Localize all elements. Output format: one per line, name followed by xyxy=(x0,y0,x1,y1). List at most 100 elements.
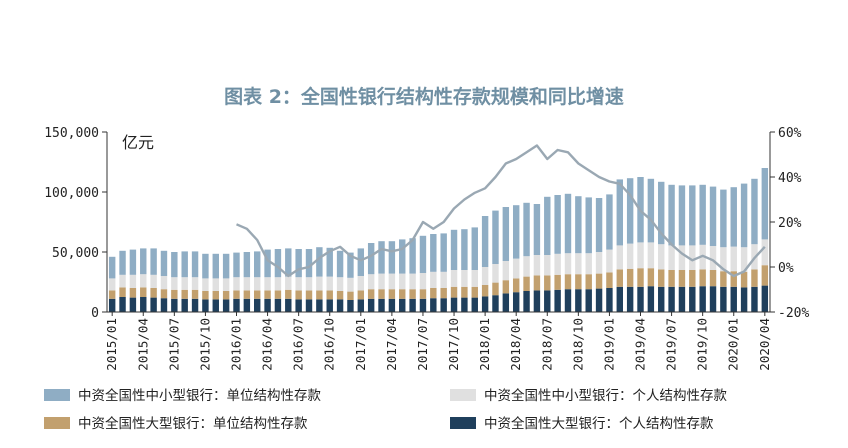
bar-segment-series-0 xyxy=(129,297,137,312)
bar-segment-series-2 xyxy=(305,277,313,291)
bar-segment-series-1 xyxy=(140,287,147,297)
bar-segment-series-3 xyxy=(533,204,541,255)
x-tick-label: 2017/07 xyxy=(415,318,430,371)
bar-segment-series-1 xyxy=(637,268,644,287)
bar-segment-series-3 xyxy=(730,187,737,247)
bar-segment-series-2 xyxy=(409,273,416,290)
bar-segment-series-2 xyxy=(233,277,240,291)
bar-segment-series-2 xyxy=(367,274,375,290)
bar-segment-series-3 xyxy=(440,233,447,272)
bar-segment-series-1 xyxy=(409,289,416,299)
x-tick-label: 2018/07 xyxy=(539,318,554,371)
bar-segment-series-2 xyxy=(171,277,178,290)
bar-segment-series-0 xyxy=(409,298,416,312)
bar-segment-series-3 xyxy=(595,198,603,252)
bar-segment-series-3 xyxy=(647,178,655,243)
bar-segment-series-1 xyxy=(564,274,572,290)
bar-segment-series-3 xyxy=(212,253,219,279)
bar-segment-series-1 xyxy=(419,289,427,299)
bar-segment-series-1 xyxy=(658,269,665,287)
bar-segment-series-2 xyxy=(523,256,530,277)
bar-segment-series-3 xyxy=(171,252,178,278)
bar-segment-series-0 xyxy=(533,290,541,312)
x-tick-label: 2020/04 xyxy=(757,318,772,371)
bar-segment-series-1 xyxy=(119,287,126,297)
bar-segment-series-3 xyxy=(751,178,758,245)
bar-segment-series-2 xyxy=(606,249,613,273)
bar-segment-series-1 xyxy=(129,288,137,298)
bar-segment-series-0 xyxy=(720,286,727,312)
bar-segment-series-1 xyxy=(461,286,468,298)
y2-tick-label: 40% xyxy=(778,171,802,186)
bar-segment-series-2 xyxy=(222,278,230,291)
legend-swatch xyxy=(44,417,70,429)
bar-segment-series-0 xyxy=(461,297,468,312)
x-tick-label: 2016/10 xyxy=(322,318,337,371)
bar-segment-series-0 xyxy=(761,285,769,312)
bar-segment-series-1 xyxy=(233,290,240,299)
x-tick-label: 2019/10 xyxy=(695,318,710,371)
bar-segment-series-3 xyxy=(554,195,561,254)
bar-segment-series-3 xyxy=(502,207,510,261)
bar-segment-series-3 xyxy=(233,252,240,278)
bar-segment-series-3 xyxy=(699,184,706,245)
bar-segment-series-1 xyxy=(512,278,520,293)
bar-segment-series-3 xyxy=(347,252,354,278)
bar-segment-series-2 xyxy=(502,261,510,281)
bar-segment-series-2 xyxy=(730,246,737,272)
bar-segment-series-3 xyxy=(419,235,427,273)
bar-segment-series-1 xyxy=(492,282,499,296)
bar-segment-series-3 xyxy=(430,234,437,272)
bar-segment-series-0 xyxy=(140,297,147,312)
bar-segment-series-2 xyxy=(326,276,333,291)
bar-segment-series-1 xyxy=(647,268,655,287)
bar-segment-series-0 xyxy=(202,299,209,312)
bar-segment-series-1 xyxy=(305,290,313,300)
bar-segment-series-1 xyxy=(626,268,634,287)
y2-tick-label: 60% xyxy=(778,126,802,141)
y-tick-label: 100,000 xyxy=(44,186,99,201)
bar-segment-series-3 xyxy=(264,249,271,278)
bar-segment-series-2 xyxy=(378,273,385,290)
bar-segment-series-0 xyxy=(295,299,302,312)
bar-segment-series-0 xyxy=(637,286,644,312)
bar-segment-series-1 xyxy=(720,271,727,287)
bar-segment-series-1 xyxy=(378,289,385,299)
bar-segment-series-0 xyxy=(678,286,686,312)
bar-segment-series-1 xyxy=(595,273,603,289)
bar-segment-series-2 xyxy=(678,245,686,270)
bar-segment-series-1 xyxy=(316,290,323,300)
bar-segment-series-2 xyxy=(492,264,499,283)
bar-segment-series-1 xyxy=(450,286,458,298)
bar-segment-series-3 xyxy=(450,229,458,270)
bar-segment-series-0 xyxy=(616,286,624,312)
bar-segment-series-0 xyxy=(730,286,737,312)
bar-segment-series-2 xyxy=(647,242,655,269)
bar-segment-series-1 xyxy=(502,280,510,294)
x-tick-label: 2016/04 xyxy=(260,318,275,371)
bar-segment-series-0 xyxy=(378,298,385,312)
bar-segment-series-0 xyxy=(740,287,748,312)
bar-segment-series-2 xyxy=(108,278,116,291)
bar-segment-series-2 xyxy=(740,247,748,272)
bar-segment-series-0 xyxy=(222,299,230,312)
line-layer xyxy=(236,144,766,278)
bar-segment-series-1 xyxy=(357,290,365,300)
bar-segment-series-0 xyxy=(264,298,271,312)
bar-segment-series-0 xyxy=(544,290,551,312)
x-tick-label: 2018/04 xyxy=(508,318,523,371)
bar-segment-series-0 xyxy=(212,299,219,312)
bar-segment-series-0 xyxy=(430,298,437,312)
bar-segment-series-1 xyxy=(709,270,717,287)
x-tick-label: 2015/10 xyxy=(197,318,212,371)
chart-title: 图表 2：全国性银行结构性存款规模和同比增速 xyxy=(224,85,624,108)
legend-label: 中资全国性中小型银行：个人结构性存款 xyxy=(484,387,727,404)
bar-segment-series-2 xyxy=(658,244,665,270)
bar-segment-series-3 xyxy=(305,249,313,278)
bar-segment-series-3 xyxy=(678,185,686,246)
bar-segment-series-3 xyxy=(409,238,416,274)
bar-segment-series-0 xyxy=(367,298,375,312)
bar-segment-series-3 xyxy=(140,248,147,275)
bar-segment-series-3 xyxy=(471,227,478,270)
bar-segment-series-1 xyxy=(295,290,302,300)
